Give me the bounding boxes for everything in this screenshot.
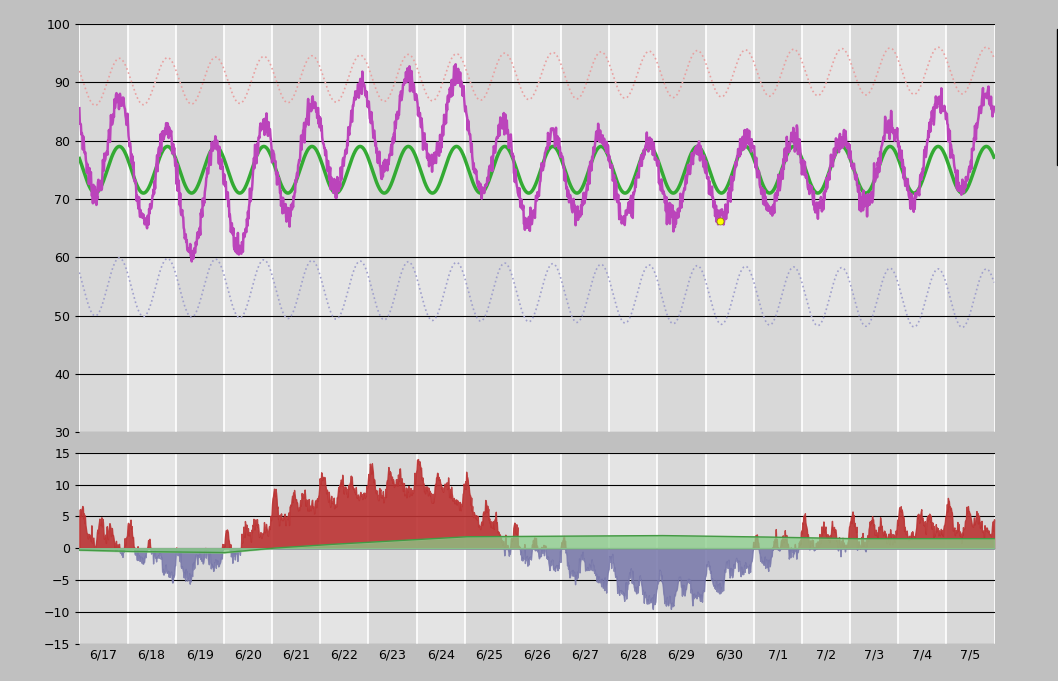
Bar: [272, 453, 321, 644]
Bar: [561, 24, 609, 432]
Bar: [176, 24, 224, 432]
Bar: [79, 24, 128, 432]
Bar: [706, 24, 753, 432]
Bar: [417, 24, 464, 432]
Bar: [321, 24, 368, 432]
Bar: [513, 24, 561, 432]
Bar: [657, 453, 706, 644]
Bar: [224, 453, 272, 644]
Bar: [753, 24, 802, 432]
Bar: [946, 24, 995, 432]
Bar: [176, 453, 224, 644]
Bar: [464, 453, 513, 644]
Bar: [128, 24, 176, 432]
Bar: [128, 453, 176, 644]
Bar: [79, 453, 128, 644]
Bar: [368, 24, 417, 432]
Bar: [368, 453, 417, 644]
Bar: [224, 24, 272, 432]
Bar: [802, 24, 850, 432]
Bar: [321, 453, 368, 644]
Bar: [609, 453, 657, 644]
Bar: [753, 453, 802, 644]
Bar: [706, 453, 753, 644]
Bar: [802, 453, 850, 644]
Bar: [850, 453, 898, 644]
Bar: [417, 453, 464, 644]
Bar: [272, 24, 321, 432]
Bar: [850, 24, 898, 432]
Bar: [898, 453, 946, 644]
Bar: [946, 453, 995, 644]
Bar: [561, 453, 609, 644]
Bar: [609, 24, 657, 432]
Bar: [464, 24, 513, 432]
Bar: [657, 24, 706, 432]
Bar: [898, 24, 946, 432]
Bar: [513, 453, 561, 644]
